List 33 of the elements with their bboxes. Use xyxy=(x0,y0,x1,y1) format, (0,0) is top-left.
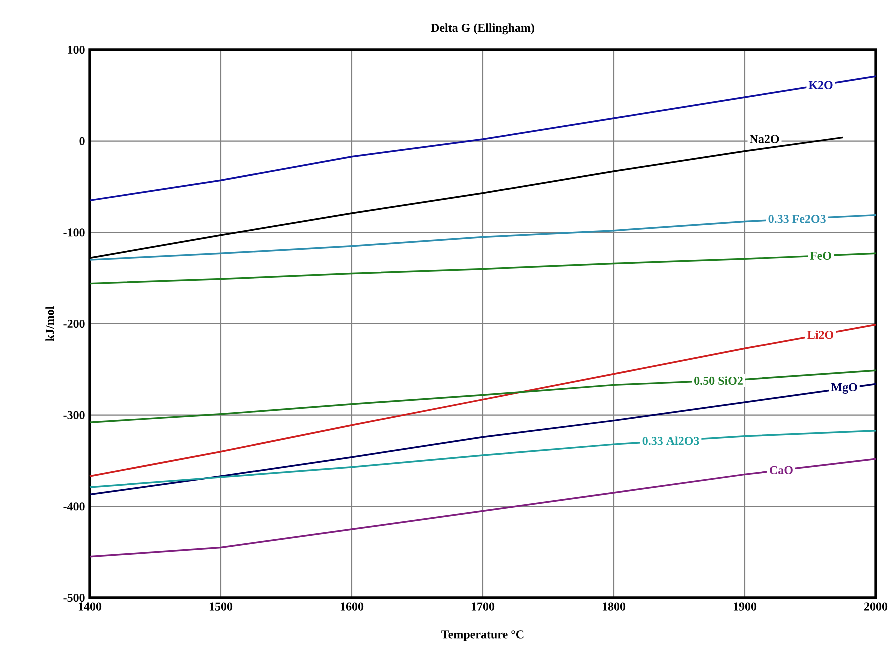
x-tick-label: 2000 xyxy=(864,602,888,611)
y-tick-label: 0 xyxy=(80,137,85,146)
y-tick-label: -200 xyxy=(64,320,85,328)
series-label: 0.33 Al2O3 xyxy=(642,436,700,446)
y-axis-title: kJ/mol xyxy=(46,306,54,342)
y-tick-label: -400 xyxy=(64,502,85,511)
series-label: 0.33 Fe2O3 xyxy=(768,215,826,224)
x-tick-label: 1400 xyxy=(78,602,102,611)
y-tick-label: -500 xyxy=(64,594,85,602)
line-series xyxy=(89,252,877,285)
y-tick-label: -100 xyxy=(64,228,85,237)
line-series xyxy=(89,76,877,202)
series-label: K2O xyxy=(808,81,833,90)
line-series xyxy=(89,214,877,261)
x-axis-title: Temperature °C xyxy=(442,630,524,642)
chart-title: Delta G (Ellingham) xyxy=(431,24,534,35)
series-label: CaO xyxy=(770,466,793,474)
x-tick-label: 1500 xyxy=(210,602,233,611)
series-label: Li2O xyxy=(808,330,834,340)
x-tick-label: 1900 xyxy=(734,602,757,611)
y-tick-label: -300 xyxy=(64,411,85,420)
series-label: Na2O xyxy=(750,135,780,144)
y-tick-label: 100 xyxy=(68,46,85,54)
line-series xyxy=(89,458,877,558)
line-series xyxy=(89,370,877,424)
x-tick-label: 1800 xyxy=(602,602,626,611)
x-tick-label: 1700 xyxy=(472,602,495,611)
series-label: FeO xyxy=(810,252,832,260)
line-series xyxy=(89,430,877,488)
series-label: MgO xyxy=(831,383,858,394)
x-tick-label: 1600 xyxy=(340,602,364,611)
series-label: 0.50 SiO2 xyxy=(694,376,743,386)
line-series xyxy=(89,324,877,478)
